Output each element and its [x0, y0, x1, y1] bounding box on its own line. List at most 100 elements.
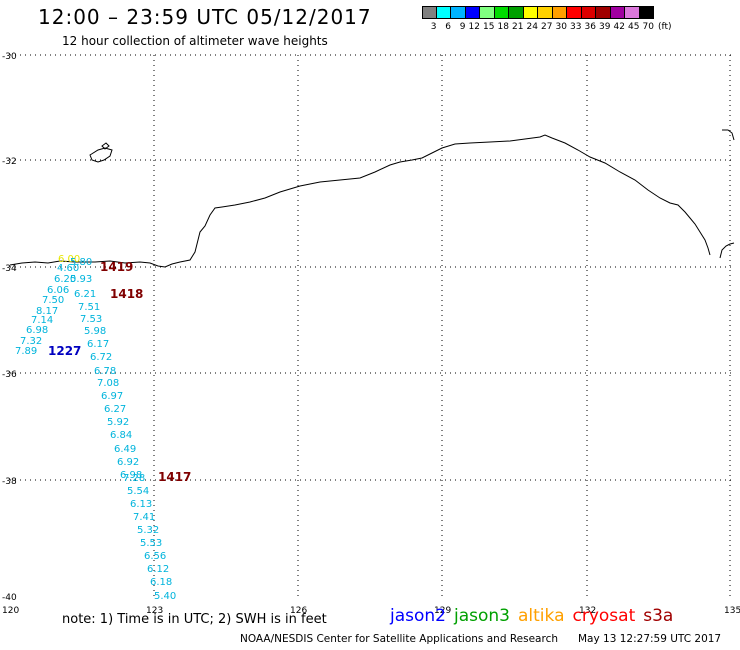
color-scale-bar [422, 6, 654, 19]
color-scale-label: 21 [512, 22, 524, 32]
wave-height-value: 6.17 [87, 339, 109, 350]
color-swatch [436, 6, 451, 19]
island [89, 147, 113, 163]
wave-height-value: 6.97 [101, 391, 123, 402]
wave-height-value: 5.92 [107, 417, 129, 428]
page-subtitle: 12 hour collection of altimeter wave hei… [62, 34, 328, 48]
color-scale-label: 33 [570, 22, 582, 32]
wave-height-value: 5.80 [70, 257, 92, 268]
color-swatch [422, 6, 437, 19]
color-scale-label: 18 [497, 22, 509, 32]
wave-height-value: 6.18 [150, 577, 172, 588]
color-swatch [552, 6, 567, 19]
legend-item-jason2: jason2 [390, 606, 446, 626]
color-swatch [538, 6, 553, 19]
lat-label: -32 [2, 157, 17, 167]
pass-time-label: 1419 [100, 260, 133, 274]
wave-height-value: 6.92 [117, 457, 139, 468]
color-swatch [509, 6, 524, 19]
color-swatch [581, 6, 596, 19]
wave-height-value: 5.98 [84, 326, 106, 337]
color-scale-label: 12 [468, 22, 480, 32]
coastline-north-east [722, 129, 735, 141]
wave-height-value: 6.98 [120, 470, 142, 481]
color-scale-label: 27 [541, 22, 553, 32]
color-swatch [465, 6, 480, 19]
wave-height-value: 5.53 [140, 538, 162, 549]
wave-height-value: 7.50 [42, 295, 64, 306]
wave-height-value: 6.98 [26, 325, 48, 336]
wave-height-value: 6.20 [54, 274, 76, 285]
color-swatch [610, 6, 625, 19]
wave-height-value: 4.60 [57, 263, 79, 274]
wave-height-value: 7.89 [15, 346, 37, 357]
color-scale-labels: 3 6 9 12 15 18 21 24 27 30 33 36 39 42 45 70 (ft) [422, 22, 672, 32]
credit-line: NOAA/NESDIS Center for Satellite Applica… [240, 633, 558, 645]
wave-height-value: 7.14 [31, 315, 53, 326]
generated-timestamp: May 13 12:27:59 UTC 2017 [578, 633, 722, 645]
wave-height-value: 7.32 [20, 336, 42, 347]
wave-height-value: 5.93 [70, 274, 92, 285]
wave-height-value: 6.78 [94, 366, 116, 377]
wave-height-value: 7.51 [78, 302, 100, 313]
color-swatch [625, 6, 640, 19]
wave-height-value: 7.08 [97, 378, 119, 389]
wave-height-value: 6.27 [104, 404, 126, 415]
color-scale-label: 70 [642, 22, 654, 32]
lon-label: 135 [724, 606, 740, 616]
color-scale-label: 9 [459, 22, 466, 32]
wave-height-value: 6.13 [130, 499, 152, 510]
color-scale-label: 3 [430, 22, 437, 32]
satellite-legend: jason2 jason3 altika cryosat s3a [390, 606, 681, 626]
pass-time-label: 1227 [48, 344, 81, 358]
color-swatch [567, 6, 582, 19]
color-scale-label: 42 [613, 22, 625, 32]
small-island [101, 142, 110, 150]
legend-item-jason3: jason3 [454, 606, 510, 626]
pass-time-labels: 1419 1418 1227 1417 [48, 260, 191, 484]
legend-item-s3a: s3a [643, 606, 674, 626]
color-scale-label: 15 [483, 22, 495, 32]
wave-height-value: 5.40 [154, 591, 176, 602]
color-scale-label: 6 [445, 22, 451, 32]
lat-axis: -30 -32 -34 -36 -38 -40 [2, 52, 17, 603]
color-swatch [494, 6, 509, 19]
coastline-east [719, 242, 735, 259]
wave-height-value: 6.84 [110, 430, 132, 441]
color-scale-label: 45 [628, 22, 640, 32]
lon-label: 129 [434, 606, 451, 616]
color-scale-label: 24 [526, 22, 538, 32]
wave-height-value: 5.54 [127, 486, 149, 497]
pass-time-label: 1417 [158, 470, 191, 484]
lat-label: -30 [2, 52, 17, 62]
legend-item-altika: altika [518, 606, 565, 626]
wave-height-values: 6.004.605.80 6.205.936.06 6.21 7.50 7.51 8.17… [15, 254, 176, 602]
coastline [9, 134, 711, 268]
lat-label: -34 [2, 264, 17, 274]
wave-height-value: 6.49 [114, 444, 136, 455]
pass-time-label: 1418 [110, 287, 143, 301]
wave-height-value: 6.00 [58, 254, 80, 265]
wave-height-value: 6.56 [144, 551, 166, 562]
color-scale-label: 39 [599, 22, 611, 32]
color-scale-unit: (ft) [658, 22, 672, 32]
wave-height-value: 6.21 [74, 289, 96, 300]
wave-height-value: 7.28 [123, 473, 145, 484]
color-swatch [451, 6, 466, 19]
legend-item-cryosat: cryosat [572, 606, 636, 626]
lat-label: -36 [2, 370, 17, 380]
lon-label: 126 [290, 606, 307, 616]
lon-label: 120 [2, 606, 19, 616]
footnote: note: 1) Time is in UTC; 2) SWH is in fe… [62, 612, 327, 627]
lat-label: -40 [2, 593, 17, 603]
lon-axis: 120 123 126 129 132 135 [2, 606, 740, 616]
wave-height-value: 7.53 [80, 314, 102, 325]
color-swatch [639, 6, 654, 19]
grid-lines [10, 54, 735, 600]
color-scale-label: 36 [584, 22, 596, 32]
color-swatch [596, 6, 611, 19]
lat-label: -38 [2, 477, 17, 487]
wave-height-value: 6.12 [147, 564, 169, 575]
lon-label: 123 [146, 606, 163, 616]
